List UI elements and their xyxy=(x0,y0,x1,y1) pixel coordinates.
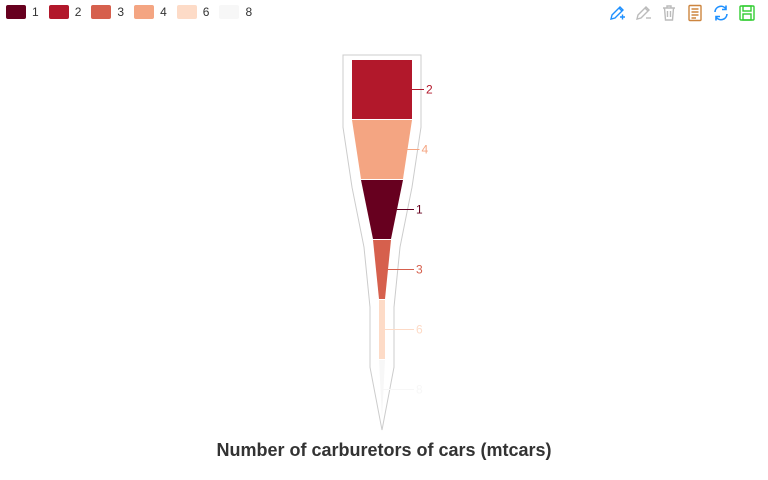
funnel-segment-2 xyxy=(352,60,412,119)
funnel-label: 3 xyxy=(416,263,423,277)
legend-swatch xyxy=(6,5,26,19)
data-view-icon[interactable] xyxy=(686,4,704,22)
legend: 1 2 3 4 6 8 xyxy=(6,4,262,20)
legend-swatch xyxy=(219,5,240,19)
legend-swatch xyxy=(48,5,69,19)
legend-label: 8 xyxy=(245,5,253,19)
toolbox xyxy=(600,4,756,22)
funnel-segment-1 xyxy=(361,180,403,239)
restore-icon[interactable] xyxy=(712,4,730,22)
save-image-icon[interactable] xyxy=(738,4,756,22)
funnel-label: 4 xyxy=(422,143,429,157)
funnel-label: 1 xyxy=(416,203,423,217)
funnel-segment-3 xyxy=(373,240,391,299)
legend-item[interactable]: 1 xyxy=(6,5,39,19)
draw-erase-icon[interactable] xyxy=(634,4,652,22)
funnel-label: 2 xyxy=(426,83,433,97)
draw-add-icon[interactable] xyxy=(608,4,626,22)
legend-item[interactable]: 4 xyxy=(134,5,167,19)
funnel-segment-6 xyxy=(379,300,385,359)
funnel-segment-4 xyxy=(352,120,412,179)
legend-item[interactable]: 6 xyxy=(176,5,210,19)
legend-item[interactable]: 2 xyxy=(48,5,82,19)
funnel-label: 8 xyxy=(416,383,423,397)
legend-label: 2 xyxy=(74,5,82,19)
clear-icon[interactable] xyxy=(660,4,678,22)
legend-label: 6 xyxy=(202,5,210,19)
legend-swatch xyxy=(176,5,197,19)
chart-title: Number of carburetors of cars (mtcars) xyxy=(216,440,552,460)
legend-item[interactable]: 3 xyxy=(91,5,124,19)
legend-swatch xyxy=(134,5,155,19)
funnel-outline xyxy=(342,54,422,431)
legend-label: 4 xyxy=(160,5,167,19)
legend-swatch xyxy=(91,5,112,19)
legend-label: 1 xyxy=(32,5,39,19)
funnel-segment-8 xyxy=(379,360,385,419)
funnel-label: 6 xyxy=(416,323,423,337)
legend-label: 3 xyxy=(117,5,125,19)
legend-item[interactable]: 8 xyxy=(219,5,252,19)
